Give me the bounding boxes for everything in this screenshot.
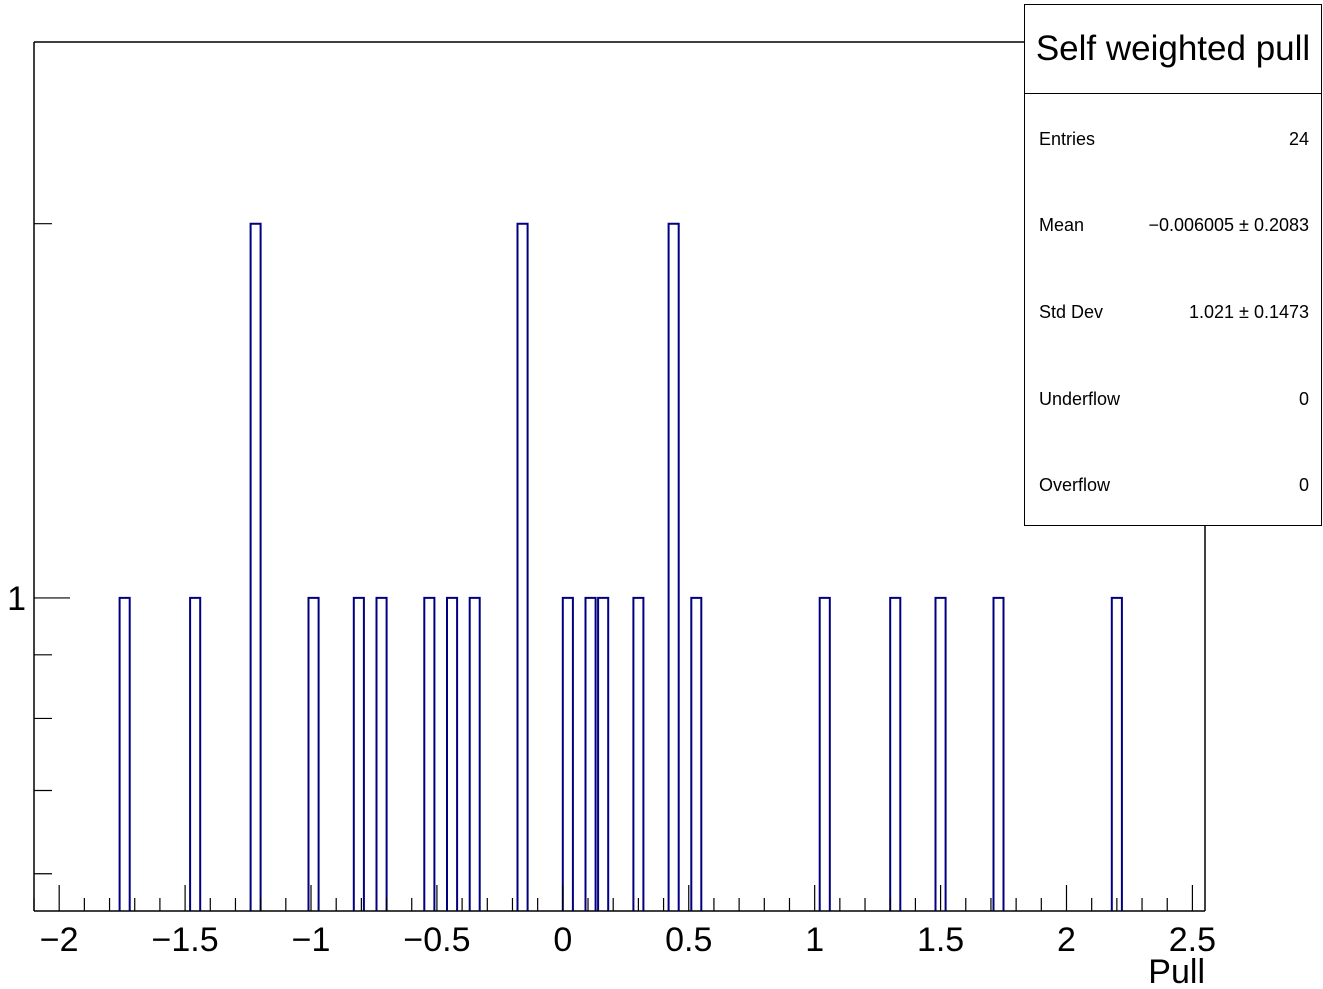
stats-value: 0 [1298,389,1309,409]
y-tick-label: 1 [7,580,26,618]
x-axis-label: Pull [1148,953,1205,989]
histogram-bar [118,596,131,911]
histogram-bar [307,596,320,911]
stats-title: Self weighted pull [1025,5,1321,94]
histogram-bar [352,596,365,911]
histogram-bar [992,596,1005,911]
histogram-bars [118,222,1123,911]
x-tick-label: 1.5 [917,921,964,959]
axes: −2 −1.5 −1 −0.5 0 0.5 1 1.5 2 2.5 1 [7,41,1216,959]
x-tick-label: −1.5 [152,921,219,959]
x-tick-label: 1 [805,921,824,959]
stats-label: Overflow [1039,475,1111,495]
histogram-bar [561,596,574,911]
x-tick-label: 0.5 [665,921,712,959]
stats-value: 24 [1288,129,1309,149]
x-tick-label: 2 [1057,921,1076,959]
histogram-bar [516,222,529,911]
stats-label: Std Dev [1039,302,1104,322]
histogram-bar [667,222,680,911]
stats-label: Entries [1039,129,1096,149]
histogram-bar [818,596,831,911]
histogram-bar [1110,596,1123,911]
histogram-bar [584,596,597,911]
histogram-bar [468,596,481,911]
stats-label: Underflow [1039,389,1121,409]
x-tick-label: −1 [292,921,331,959]
histogram-bar [597,596,610,911]
stats-label: Mean [1039,215,1085,235]
stats-box: Self weighted pull Entries 24 Mean −0.00… [1024,4,1322,526]
histogram-bar [249,222,262,911]
histogram-bar [423,596,436,911]
x-tick-label: −2 [40,921,79,959]
histogram-bar [446,596,459,911]
x-tick-label: −0.5 [403,921,470,959]
histogram-bar [189,596,202,911]
histogram-bar [632,596,645,911]
x-tick-label: 0 [553,921,572,959]
stats-value: 0 [1298,475,1309,495]
stats-value: −0.006005 ± 0.2083 [1148,215,1309,235]
histogram-bar [889,596,902,911]
histogram-bar [690,596,703,911]
stats-value: 1.021 ± 0.1473 [1189,302,1309,322]
x-tick-label: 2.5 [1169,921,1216,959]
histogram-bar [375,596,388,911]
histogram-bar [934,596,947,911]
